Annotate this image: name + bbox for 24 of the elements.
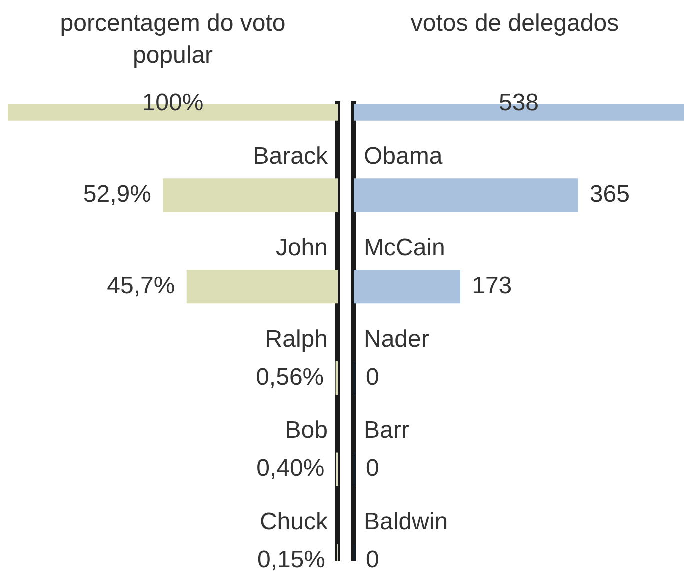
- y-tick-label: John: [276, 234, 328, 262]
- data-label: 0: [366, 364, 380, 391]
- y-tick-label: Ralph: [265, 326, 328, 353]
- data-label: 0: [366, 455, 380, 482]
- chart-title: votos de delegados: [410, 9, 620, 39]
- data-label: 100%: [142, 90, 204, 117]
- data-label: 538: [498, 90, 540, 117]
- y-tick-label: McCain: [364, 234, 446, 262]
- y-tick-label: Nader: [364, 326, 430, 353]
- y-tick-label: Baldwin: [364, 508, 448, 536]
- chart-title: porcentagem do voto popular: [59, 9, 287, 71]
- y-tick-label: Bob: [285, 417, 328, 444]
- data-label: 173: [472, 272, 512, 300]
- data-label: 52,9%: [83, 181, 152, 208]
- data-label: 365: [590, 181, 630, 208]
- y-tick-label: Obama: [364, 143, 444, 170]
- data-label: 0,56%: [256, 364, 324, 391]
- y-tick-label: Chuck: [260, 508, 329, 536]
- data-label: 0,40%: [256, 455, 325, 482]
- data-label: 0: [366, 546, 380, 574]
- data-label: 0,15%: [257, 546, 326, 574]
- y-tick-label: Barr: [364, 417, 410, 444]
- y-tick-label: Barack: [253, 143, 329, 170]
- data-label: 45,7%: [107, 272, 176, 300]
